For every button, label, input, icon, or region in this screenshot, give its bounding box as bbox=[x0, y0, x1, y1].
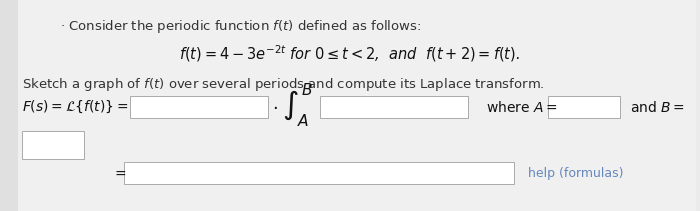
Text: and $B =$: and $B =$ bbox=[630, 100, 685, 115]
Text: $\cdot$: $\cdot$ bbox=[272, 98, 278, 116]
FancyBboxPatch shape bbox=[130, 96, 268, 118]
Text: $\int_A^B$: $\int_A^B$ bbox=[282, 81, 313, 129]
Text: · Consider the periodic function $f(t)$ defined as follows:: · Consider the periodic function $f(t)$ … bbox=[60, 18, 421, 35]
Text: where $A =$: where $A =$ bbox=[486, 100, 558, 115]
FancyBboxPatch shape bbox=[320, 96, 468, 118]
Text: Sketch a graph of $f(t)$ over several periods and compute its Laplace transform.: Sketch a graph of $f(t)$ over several pe… bbox=[22, 76, 545, 93]
FancyBboxPatch shape bbox=[22, 131, 84, 159]
Text: $=$: $=$ bbox=[112, 166, 127, 180]
Text: $f(t) = 4 - 3e^{-2t}$ for $0 \leq t < 2$,  and  $f(t + 2) = f(t)$.: $f(t) = 4 - 3e^{-2t}$ for $0 \leq t < 2$… bbox=[179, 43, 521, 64]
Text: $F(s) = \mathcal{L}\{f(t)\} =$: $F(s) = \mathcal{L}\{f(t)\} =$ bbox=[22, 99, 128, 115]
Text: help (formulas): help (formulas) bbox=[528, 166, 624, 180]
FancyBboxPatch shape bbox=[548, 96, 620, 118]
FancyBboxPatch shape bbox=[124, 162, 514, 184]
